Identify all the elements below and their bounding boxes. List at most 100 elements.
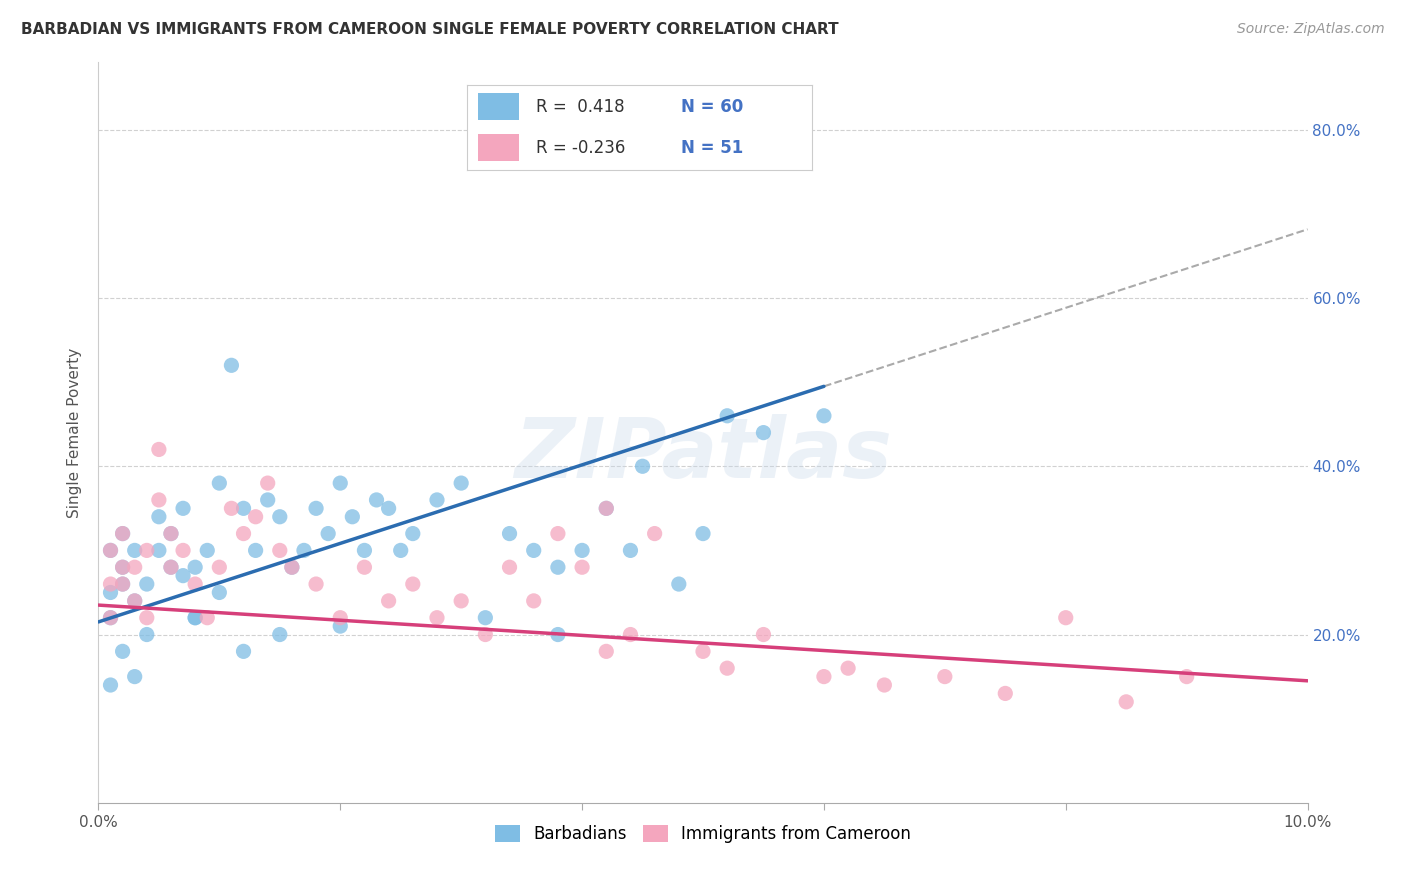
Point xyxy=(256,476,278,491)
Point xyxy=(100,610,122,624)
Point xyxy=(124,594,146,608)
Point xyxy=(195,610,218,624)
Point xyxy=(100,678,122,692)
Point xyxy=(172,543,194,558)
Point xyxy=(281,560,304,574)
Point xyxy=(547,627,569,641)
Point xyxy=(111,526,134,541)
Point xyxy=(450,476,472,491)
Point xyxy=(184,560,207,574)
Point xyxy=(498,560,520,574)
Point xyxy=(195,543,218,558)
Point xyxy=(752,425,775,440)
Point xyxy=(124,594,146,608)
Point xyxy=(148,509,170,524)
Point xyxy=(571,560,593,574)
Point xyxy=(172,501,194,516)
Point xyxy=(644,526,666,541)
Point xyxy=(160,526,183,541)
Point xyxy=(595,501,617,516)
Point xyxy=(474,610,496,624)
Point xyxy=(316,526,339,541)
Point xyxy=(184,610,207,624)
Point xyxy=(305,501,328,516)
Point xyxy=(450,594,472,608)
Point xyxy=(1054,610,1077,624)
Point xyxy=(208,560,231,574)
Text: ZIPatlas: ZIPatlas xyxy=(515,414,891,495)
Point xyxy=(402,577,425,591)
Point xyxy=(523,594,546,608)
Point xyxy=(124,670,146,684)
Point xyxy=(353,560,375,574)
Point xyxy=(934,670,956,684)
Point xyxy=(595,501,617,516)
Point xyxy=(668,577,690,591)
Point xyxy=(292,543,315,558)
Point xyxy=(269,543,291,558)
Point xyxy=(135,627,157,641)
Point xyxy=(329,619,352,633)
Point xyxy=(148,492,170,507)
Point xyxy=(256,492,278,507)
Point xyxy=(994,686,1017,700)
Legend: Barbadians, Immigrants from Cameroon: Barbadians, Immigrants from Cameroon xyxy=(488,819,918,850)
Point xyxy=(100,610,122,624)
Point xyxy=(124,543,146,558)
Point xyxy=(100,585,122,599)
Point xyxy=(245,543,267,558)
Point xyxy=(232,501,254,516)
Point xyxy=(619,543,641,558)
Point xyxy=(342,509,364,524)
Point xyxy=(329,476,352,491)
Point xyxy=(100,577,122,591)
Point xyxy=(148,442,170,457)
Point xyxy=(135,543,157,558)
Point xyxy=(111,560,134,574)
Point xyxy=(595,644,617,658)
Point xyxy=(232,526,254,541)
Point xyxy=(752,627,775,641)
Point xyxy=(1115,695,1137,709)
Point xyxy=(366,492,388,507)
Point xyxy=(221,501,243,516)
Point xyxy=(124,560,146,574)
Point xyxy=(232,644,254,658)
Point xyxy=(111,644,134,658)
Point xyxy=(474,627,496,641)
Point xyxy=(245,509,267,524)
Point xyxy=(172,568,194,582)
Point xyxy=(571,543,593,558)
Point xyxy=(281,560,304,574)
Point xyxy=(813,670,835,684)
Point xyxy=(377,501,399,516)
Point xyxy=(111,577,134,591)
Point xyxy=(523,543,546,558)
Point xyxy=(135,610,157,624)
Point xyxy=(813,409,835,423)
Point xyxy=(160,560,183,574)
Point xyxy=(111,560,134,574)
Point xyxy=(269,627,291,641)
Point xyxy=(184,577,207,591)
Point xyxy=(547,526,569,541)
Point xyxy=(135,577,157,591)
Point xyxy=(498,526,520,541)
Point xyxy=(100,543,122,558)
Y-axis label: Single Female Poverty: Single Female Poverty xyxy=(67,348,83,517)
Point xyxy=(160,560,183,574)
Point xyxy=(111,577,134,591)
Point xyxy=(389,543,412,558)
Point xyxy=(100,543,122,558)
Point xyxy=(353,543,375,558)
Point xyxy=(402,526,425,541)
Point xyxy=(426,492,449,507)
Text: BARBADIAN VS IMMIGRANTS FROM CAMEROON SINGLE FEMALE POVERTY CORRELATION CHART: BARBADIAN VS IMMIGRANTS FROM CAMEROON SI… xyxy=(21,22,839,37)
Point xyxy=(160,526,183,541)
Point xyxy=(716,409,738,423)
Point xyxy=(1175,670,1198,684)
Point xyxy=(692,526,714,541)
Point xyxy=(329,610,352,624)
Point xyxy=(547,560,569,574)
Text: Source: ZipAtlas.com: Source: ZipAtlas.com xyxy=(1237,22,1385,37)
